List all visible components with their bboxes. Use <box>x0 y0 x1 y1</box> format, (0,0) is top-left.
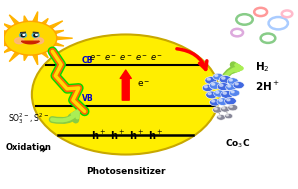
Text: e$^-$: e$^-$ <box>137 79 151 89</box>
Text: SO$_3^{2-}$, S$^{2-}$: SO$_3^{2-}$, S$^{2-}$ <box>8 112 49 126</box>
Polygon shape <box>9 15 21 26</box>
Polygon shape <box>54 37 73 40</box>
Circle shape <box>231 91 234 93</box>
Circle shape <box>221 106 230 112</box>
Text: CB: CB <box>82 57 93 65</box>
Polygon shape <box>0 29 9 35</box>
Circle shape <box>34 38 44 44</box>
Circle shape <box>205 77 217 84</box>
Circle shape <box>215 74 218 76</box>
FancyArrowPatch shape <box>120 70 131 100</box>
Polygon shape <box>32 12 38 24</box>
Circle shape <box>214 90 225 97</box>
Circle shape <box>226 84 236 91</box>
Circle shape <box>228 85 231 87</box>
Circle shape <box>219 99 222 101</box>
Polygon shape <box>0 37 7 40</box>
FancyArrowPatch shape <box>223 65 241 80</box>
Circle shape <box>235 83 238 85</box>
Polygon shape <box>3 47 14 53</box>
Circle shape <box>23 34 25 35</box>
Polygon shape <box>0 42 9 47</box>
Circle shape <box>206 91 218 99</box>
Circle shape <box>229 90 240 96</box>
FancyArrowPatch shape <box>52 111 78 120</box>
Polygon shape <box>24 16 29 24</box>
Circle shape <box>4 21 57 55</box>
Text: H$_2$: H$_2$ <box>255 60 269 74</box>
Polygon shape <box>24 53 29 61</box>
Circle shape <box>217 83 229 91</box>
Circle shape <box>229 79 232 81</box>
Polygon shape <box>52 30 64 35</box>
Text: Co$_3$C: Co$_3$C <box>225 138 250 150</box>
Circle shape <box>226 114 228 116</box>
Circle shape <box>222 107 225 109</box>
Circle shape <box>223 92 226 94</box>
Circle shape <box>212 107 223 113</box>
Circle shape <box>225 113 233 119</box>
Circle shape <box>217 98 229 105</box>
Polygon shape <box>40 50 48 58</box>
Circle shape <box>222 77 225 79</box>
Circle shape <box>207 78 210 80</box>
Circle shape <box>209 82 221 89</box>
FancyArrowPatch shape <box>52 114 76 121</box>
Circle shape <box>15 38 24 44</box>
Circle shape <box>32 33 39 37</box>
Polygon shape <box>21 41 39 44</box>
FancyArrowPatch shape <box>177 49 207 69</box>
FancyArrowPatch shape <box>40 149 46 152</box>
FancyArrowPatch shape <box>223 65 238 80</box>
Circle shape <box>202 84 213 91</box>
Circle shape <box>36 34 37 35</box>
Circle shape <box>227 78 238 85</box>
Text: Oxidation: Oxidation <box>6 143 52 152</box>
Text: e$^-$ e$^-$ e$^-$ e$^-$ e$^-$: e$^-$ e$^-$ e$^-$ e$^-$ e$^-$ <box>89 53 163 63</box>
Circle shape <box>213 73 224 80</box>
Circle shape <box>218 116 221 117</box>
Circle shape <box>204 86 207 88</box>
Circle shape <box>221 91 233 98</box>
Polygon shape <box>47 21 63 30</box>
Text: h$^+$ h$^+$ h$^+$ h$^+$: h$^+$ h$^+$ h$^+$ h$^+$ <box>91 129 164 142</box>
Circle shape <box>216 91 219 93</box>
Circle shape <box>214 108 217 110</box>
Circle shape <box>208 92 211 95</box>
Polygon shape <box>47 47 63 56</box>
Circle shape <box>32 34 220 155</box>
Circle shape <box>21 34 25 37</box>
Polygon shape <box>9 50 21 62</box>
Polygon shape <box>3 24 14 30</box>
Polygon shape <box>32 53 38 65</box>
Circle shape <box>220 84 223 86</box>
Polygon shape <box>40 19 48 26</box>
Circle shape <box>34 34 38 37</box>
Text: VB: VB <box>82 94 93 103</box>
Polygon shape <box>52 42 64 46</box>
Circle shape <box>233 82 244 89</box>
Text: Photosensitizer: Photosensitizer <box>86 167 165 176</box>
Circle shape <box>219 76 232 83</box>
Circle shape <box>228 105 238 111</box>
Circle shape <box>217 115 226 120</box>
Circle shape <box>20 33 27 37</box>
Circle shape <box>209 99 221 106</box>
Circle shape <box>225 97 236 105</box>
Circle shape <box>227 99 230 101</box>
Circle shape <box>230 106 232 107</box>
Circle shape <box>212 100 215 102</box>
Circle shape <box>212 83 215 85</box>
Text: 2H$^+$: 2H$^+$ <box>255 80 280 93</box>
